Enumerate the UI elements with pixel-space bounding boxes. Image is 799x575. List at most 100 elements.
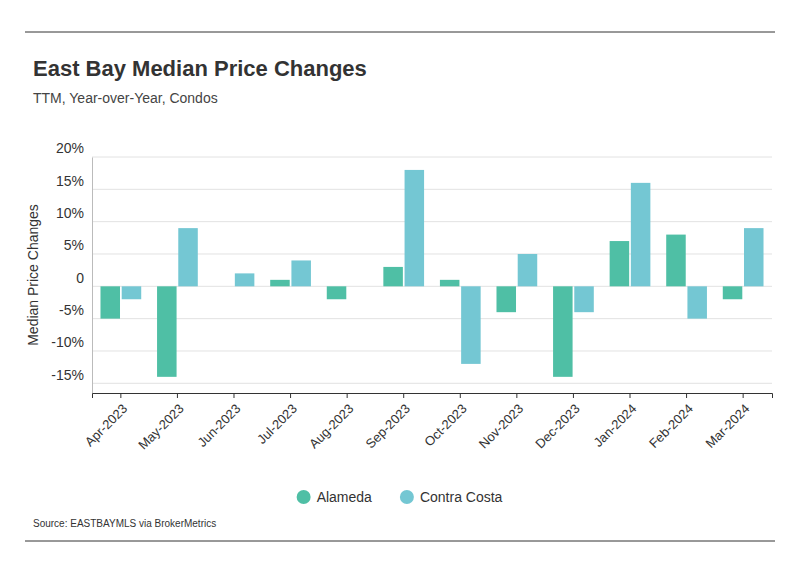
chart: East Bay Median Price Changes TTM, Year-o… <box>0 0 799 575</box>
x-axis: Apr-2023May-2023Jun-2023Jul-2023Aug-2023… <box>82 393 773 452</box>
x-tick: Apr-2023 <box>82 393 130 449</box>
x-tick: Feb-2024 <box>646 393 696 451</box>
x-tick-mark <box>630 393 631 398</box>
x-tick-mark <box>177 393 178 398</box>
x-tick-label: Apr-2023 <box>82 401 130 449</box>
legend-item: Alameda <box>297 489 372 505</box>
legend-swatch <box>400 490 414 504</box>
x-tick-label: Jul-2023 <box>254 401 300 447</box>
bar <box>666 235 686 287</box>
legend-item: Contra Costa <box>400 489 503 505</box>
bar <box>440 280 460 286</box>
bar <box>122 286 142 299</box>
grid-line <box>92 318 772 319</box>
legend-label: Contra Costa <box>420 489 503 505</box>
x-tick-label: Oct-2023 <box>421 401 469 449</box>
bar <box>327 286 347 299</box>
x-tick-mark <box>516 393 517 398</box>
grid-line <box>92 189 772 190</box>
bar <box>610 241 630 286</box>
legend: Alameda Contra Costa <box>297 489 503 505</box>
rule <box>25 541 775 542</box>
x-tick-label: Sep-2023 <box>363 401 413 451</box>
y-tick-label: 5% <box>64 237 84 253</box>
bar <box>291 260 311 286</box>
bar <box>405 170 425 286</box>
bar <box>214 286 234 287</box>
x-tick-label: Aug-2023 <box>306 401 356 451</box>
bar <box>461 286 481 364</box>
y-tick: 5% <box>64 237 92 254</box>
x-tick-label: Mar-2024 <box>703 401 753 451</box>
y-axis: 20% 15% 10% 5% 0 -5% -10% -15% <box>51 140 92 393</box>
x-tick-mark <box>460 393 461 398</box>
x-tick-mark <box>743 393 744 398</box>
y-tick: 20% <box>56 140 92 157</box>
x-tick-mark <box>233 393 234 398</box>
x-axis-line <box>93 394 773 399</box>
x-tick-mark <box>403 393 404 398</box>
x-tick-label: Jun-2023 <box>194 401 243 450</box>
bar <box>178 228 198 286</box>
y-tick-label: -5% <box>59 302 84 318</box>
y-tick: -10% <box>51 334 92 351</box>
x-tick-mark <box>120 393 121 398</box>
y-tick-label: -15% <box>51 367 84 383</box>
x-tick: Aug-2023 <box>306 393 356 451</box>
x-tick-label: May-2023 <box>135 401 186 452</box>
y-tick: 15% <box>56 173 92 190</box>
grid <box>92 157 772 383</box>
y-tick-label: 20% <box>56 140 84 156</box>
y-axis-line <box>92 158 93 394</box>
y-tick-label: 0 <box>76 270 84 286</box>
x-tick: Nov-2023 <box>476 393 526 451</box>
x-tick-mark <box>686 393 687 398</box>
x-tick: Jul-2023 <box>254 393 300 447</box>
x-tick-label: Nov-2023 <box>476 401 526 451</box>
x-tick: Mar-2024 <box>703 393 753 451</box>
x-tick: Sep-2023 <box>363 393 413 451</box>
bar <box>574 286 594 312</box>
x-tick-mark <box>347 393 348 398</box>
x-tick: Jan-2024 <box>590 393 639 450</box>
title: East Bay Median Price Changes <box>33 56 367 81</box>
subtitle: TTM, Year-over-Year, Condos <box>33 90 218 106</box>
grid-line <box>92 383 772 384</box>
bar <box>631 183 651 286</box>
bar <box>157 286 177 377</box>
bar <box>235 273 255 286</box>
y-tick: 10% <box>56 205 92 222</box>
y-tick-label: 10% <box>56 205 84 221</box>
bar <box>723 286 743 299</box>
x-tick-label: Feb-2024 <box>646 401 696 451</box>
x-tick: Dec-2023 <box>532 393 582 451</box>
bar <box>744 228 764 286</box>
y-tick: 0 <box>76 270 92 287</box>
legend-swatch <box>297 490 311 504</box>
source: Source: EASTBAYMLS via BrokerMetrics <box>33 518 216 529</box>
bar <box>270 280 290 286</box>
x-tick: Oct-2023 <box>421 393 469 449</box>
x-tick-label: Jan-2024 <box>590 401 639 450</box>
x-tick-mark <box>573 393 574 398</box>
bar <box>553 286 573 377</box>
y-tick: -5% <box>59 302 92 319</box>
y-tick-label: -10% <box>51 334 84 350</box>
bar <box>518 254 538 286</box>
bar <box>687 286 707 318</box>
grid-line <box>92 221 772 222</box>
bar <box>348 286 368 287</box>
x-tick: May-2023 <box>135 393 186 452</box>
y-tick: -15% <box>51 367 92 384</box>
legend-label: Alameda <box>317 489 372 505</box>
grid-line <box>92 157 772 158</box>
bar <box>383 267 403 286</box>
bar <box>100 286 120 318</box>
bar <box>496 286 516 312</box>
y-axis-title: Median Price Changes <box>25 204 41 346</box>
rule <box>25 32 775 33</box>
y-tick-label: 15% <box>56 173 84 189</box>
bars <box>100 170 763 377</box>
grid-line <box>92 350 772 351</box>
x-tick-label: Dec-2023 <box>532 401 582 451</box>
